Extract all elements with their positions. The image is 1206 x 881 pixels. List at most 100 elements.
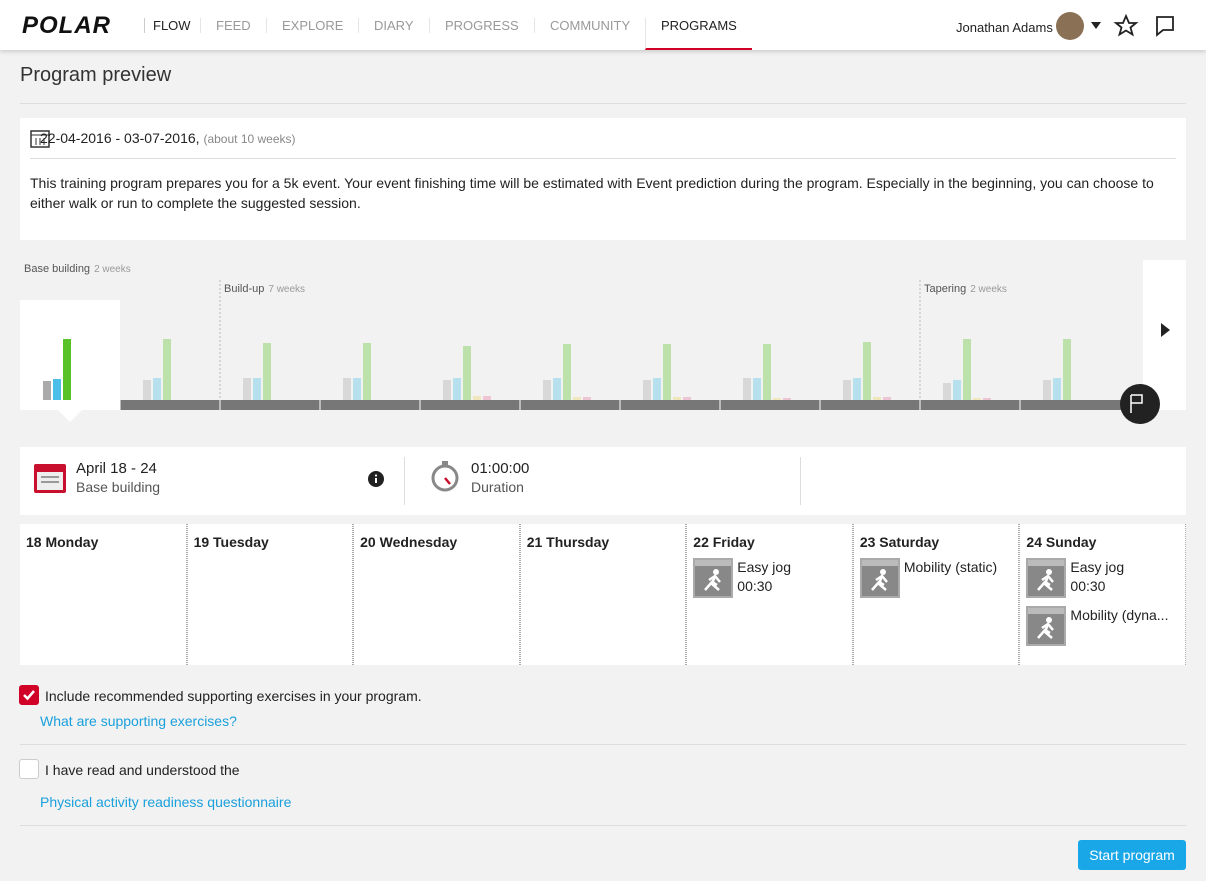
session-time: 00:30 [737,578,773,594]
phase-label: Tapering 2 weeks [924,283,1007,295]
session-figure [861,560,898,591]
week-bar [843,380,851,400]
session-name: Mobility (static) [903,559,998,575]
supporting-checkbox[interactable] [19,685,39,705]
session-text: Mobility (dyna... [1070,606,1168,646]
week-bar [663,344,671,400]
session[interactable]: Mobility (dyna... [1026,606,1179,646]
messages[interactable] [1156,16,1174,37]
phase-label: Build-up 7 weeks [224,283,305,295]
day-column: 24 Sunday Easy jog 00:30 Mobility (dyna... [1019,524,1186,665]
week-bar [883,397,891,400]
week-bar [863,342,871,400]
nav-item[interactable]: PROGRESS [429,18,534,33]
checkmark [23,690,35,701]
week-bar [653,378,661,400]
week-bar [143,380,151,400]
week-bar [683,397,691,400]
week-bar [943,383,951,400]
phase-weeks: 2 weeks [94,264,131,275]
week-bar [53,379,61,400]
day-label: 18 Monday [26,534,99,550]
session-name: Easy jog [1070,559,1125,575]
selected-pointer [58,410,82,422]
nav-item[interactable]: PROGRAMS [645,18,752,50]
date-range: 22-04-2016 - 03-07-2016, [40,130,200,146]
session-figure [1028,560,1065,591]
week-bar [463,346,471,400]
nav-item[interactable]: EXPLORE [266,18,358,33]
week-bar [363,343,371,400]
week-duration: 01:00:00 [471,460,530,477]
week-bar [263,343,271,400]
week-bar [873,397,881,400]
nav-item[interactable]: COMMUNITY [534,18,645,33]
week-bar [983,398,991,400]
readiness-checkbox[interactable] [19,759,39,779]
week-bar [673,397,681,400]
timeline: Base building 2 weeks Build-up 7 weeks Taper… [20,260,1186,424]
session-text: Easy jog 00:30 [737,558,791,598]
phase-name: Tapering [924,283,966,295]
scroll-right[interactable] [1161,323,1170,337]
avatar[interactable] [1056,12,1084,40]
user-menu[interactable] [1091,22,1101,29]
favorites[interactable] [1113,13,1139,37]
phase-name: Base building [24,263,90,275]
week-bar [853,378,861,400]
week-bar [953,380,961,400]
session[interactable]: Mobility (static) [859,558,1013,598]
flag-icon [1130,394,1143,413]
info-button[interactable] [368,471,384,487]
week-bar [243,378,251,400]
week-bar [163,339,171,400]
week-bar [773,398,781,400]
session-figure [1028,608,1065,639]
program-info [20,118,1186,240]
week-bar [643,380,651,400]
readiness-text: I have read and understood the [45,762,240,778]
week-bar [343,378,351,400]
scroll-panel[interactable] [1143,260,1186,410]
logo[interactable]: POLAR [22,12,111,39]
week-bar [253,378,261,400]
end-flag [1120,384,1160,424]
divider [30,158,1176,159]
duration-label: Duration [471,479,524,495]
start-program-button[interactable]: Start program [1078,840,1186,870]
phase-weeks: 7 weeks [268,284,305,295]
session[interactable]: Easy jog 00:30 [693,558,846,598]
week-summary: April 18 - 24 Base building 01:00:00 Dur… [20,447,1186,515]
week-bar [1043,380,1051,400]
day-label: 19 Tuesday [193,534,269,550]
week-bar [353,378,361,400]
day-label: 24 Sunday [1026,534,1097,550]
session-text: Easy jog 00:30 [1070,558,1124,598]
user-name[interactable]: Jonathan Adams [956,20,1053,35]
day-column: 20 Wednesday [353,524,520,665]
session-name: Easy jog [737,559,791,575]
header-icons [1056,12,1174,40]
program-length: (about 10 weeks) [203,132,296,146]
session[interactable]: Easy jog 00:30 [1026,558,1179,598]
week-icon [34,464,66,493]
week-dates: April 18 - 24 [76,460,157,477]
product-name: FLOW [144,18,191,33]
day-column: 22 Friday Easy jog 00:30 [686,524,853,665]
day-column: 23 Saturday Mobility (static) [852,524,1020,665]
nav-item[interactable]: DIARY [358,18,429,33]
divider [800,457,801,505]
readiness-link[interactable]: Physical activity readiness questionnair… [40,794,292,810]
session-icon [1026,606,1067,646]
day-column: 19 Tuesday [186,524,354,665]
program-dates: 22-04-2016 - 03-07-2016, (about 10 weeks… [40,130,296,146]
phase-weeks: 2 weeks [970,284,1007,295]
week-bar [583,397,591,400]
phase-name: Build-up [224,283,264,295]
session-name: Mobility (dyna... [1070,607,1169,623]
nav-item[interactable]: FEED [200,18,266,33]
day-column: 18 Monday [20,524,187,665]
session-time: 00:30 [1070,578,1106,594]
week-bar [63,339,71,400]
supporting-link[interactable]: What are supporting exercises? [40,713,237,729]
